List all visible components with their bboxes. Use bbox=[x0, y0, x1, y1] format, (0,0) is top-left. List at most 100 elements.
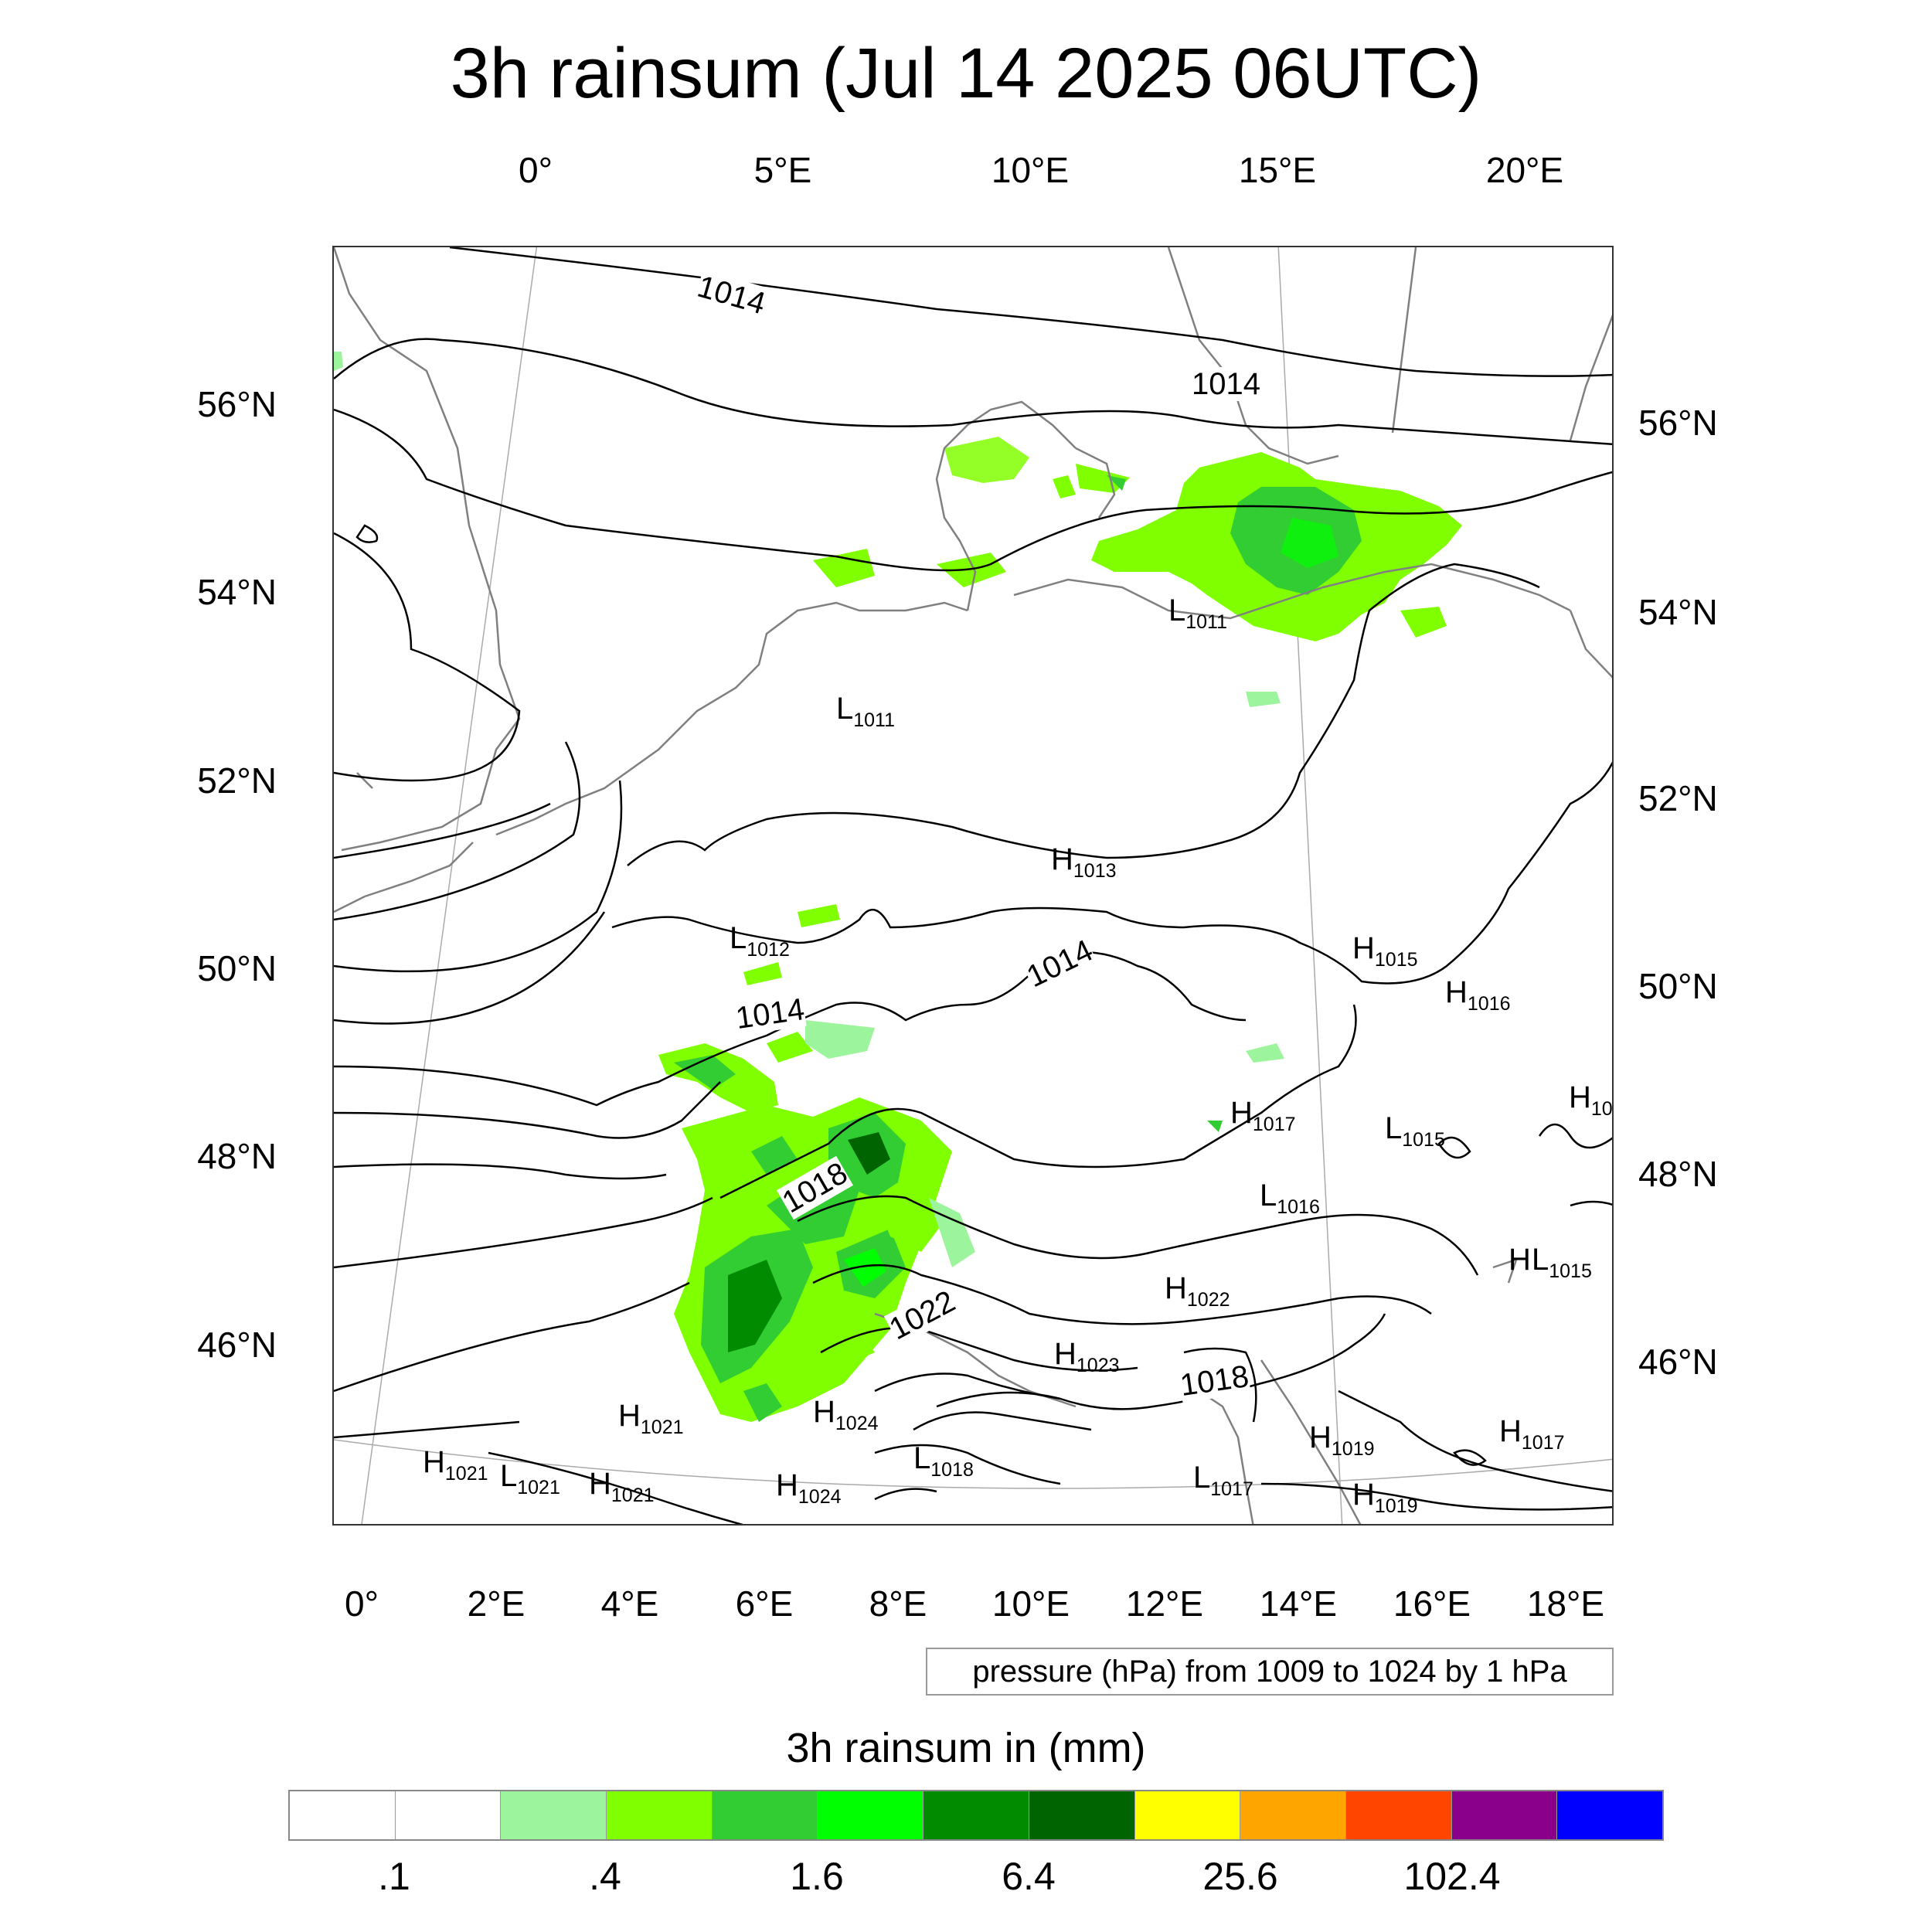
isobars bbox=[334, 247, 1612, 1524]
rain-denmark-east bbox=[1076, 464, 1130, 493]
coast-kattegat bbox=[1075, 447, 1116, 519]
colorbar-title: 3h rainsum in (mm) bbox=[786, 1725, 1146, 1771]
right-lat-label: 52°N bbox=[1638, 778, 1718, 818]
coast-adriatic-west bbox=[1199, 1389, 1254, 1524]
left-lat-label: 52°N bbox=[197, 760, 277, 801]
isobar-uk-loop bbox=[334, 532, 521, 782]
isobar-uk-islet bbox=[355, 524, 379, 543]
rain-poland-south bbox=[1246, 692, 1281, 707]
right-lat-label: 46°N bbox=[1638, 1342, 1718, 1382]
top-lon-label: 20°E bbox=[1485, 150, 1564, 190]
rain-fr-east-core bbox=[674, 1055, 736, 1090]
right-lat-label: 56°N bbox=[1638, 403, 1718, 443]
rain-lux bbox=[798, 904, 840, 927]
pressure-center: H1022 bbox=[1165, 1271, 1230, 1311]
isobar-1022 bbox=[874, 1372, 1061, 1400]
pressure-center: H1024 bbox=[776, 1468, 842, 1508]
pressure-center: H bbox=[1509, 1243, 1531, 1277]
isobar-1016-west bbox=[334, 1081, 721, 1139]
pressure-center: H1021 bbox=[618, 1399, 684, 1438]
pressure-center: H1013 bbox=[1051, 842, 1117, 882]
isobar-1019-west bbox=[334, 1281, 690, 1393]
isobar-west-1 bbox=[334, 802, 551, 859]
isobar-1021 bbox=[820, 1326, 1138, 1372]
bottom-lon-label: 14°E bbox=[1259, 1583, 1338, 1624]
rain-north-cell-2 bbox=[937, 553, 1006, 587]
rain-denmark bbox=[944, 437, 1029, 483]
left-lat-label: 56°N bbox=[197, 384, 277, 424]
bottom-lon-label: 10°E bbox=[992, 1583, 1070, 1624]
coast-adriatic-east bbox=[1260, 1359, 1362, 1524]
pressure-center: L1015 bbox=[1532, 1243, 1592, 1282]
isobar-1013 bbox=[627, 563, 1540, 866]
bottom-lon-label: 12°E bbox=[1125, 1583, 1204, 1624]
colorbar-box bbox=[1451, 1791, 1558, 1839]
isobar-west-2 bbox=[334, 741, 581, 921]
isobar-1023 bbox=[913, 1411, 1092, 1431]
top-lon-label: 5°E bbox=[753, 150, 812, 190]
pressure-legend-note: pressure (hPa) from 1009 to 1024 by 1 hP… bbox=[926, 1648, 1614, 1696]
rain-fr-cell bbox=[767, 1032, 813, 1063]
isobar-balkan bbox=[1338, 1389, 1612, 1492]
pressure-center: L1017 bbox=[1193, 1461, 1253, 1500]
rain-baltic-bright bbox=[1281, 518, 1338, 568]
coast-channel-north-sea bbox=[495, 601, 968, 836]
colorbar-box bbox=[1240, 1791, 1346, 1839]
isobar-1019 bbox=[812, 1264, 1432, 1325]
left-lat-label: 46°N bbox=[197, 1325, 277, 1365]
rain-jura-core bbox=[728, 1260, 782, 1352]
pressure-center: H1019 bbox=[1309, 1420, 1375, 1460]
pressure-center: H10 bbox=[1569, 1080, 1613, 1120]
pressure-center: H1021 bbox=[589, 1467, 655, 1506]
isobar-1018 bbox=[797, 1195, 1479, 1276]
rain-poland-cell bbox=[1400, 607, 1447, 638]
isobar-alps-3 bbox=[874, 1488, 937, 1501]
colorbar-box bbox=[1345, 1791, 1452, 1839]
graticule bbox=[334, 247, 1612, 1524]
right-lat-label: 50°N bbox=[1638, 966, 1718, 1006]
colorbar-label: .1 bbox=[378, 1855, 410, 1898]
coast-baltic-east bbox=[1569, 610, 1612, 679]
bottom-lon-label: 0° bbox=[345, 1583, 379, 1624]
isobar-small-loop bbox=[1453, 1449, 1487, 1466]
top-lon-label: 10°E bbox=[991, 150, 1070, 190]
bottom-lon-label: 4°E bbox=[600, 1583, 659, 1624]
isobar-1017-west bbox=[334, 1163, 667, 1180]
lake-balaton bbox=[1492, 1258, 1518, 1284]
map-canvas bbox=[334, 247, 1612, 1524]
colorbar-box bbox=[712, 1791, 818, 1839]
coast-sweden-west bbox=[1167, 247, 1339, 465]
left-lat-label: 48°N bbox=[197, 1136, 277, 1176]
pressure-center: H1017 bbox=[1499, 1414, 1565, 1454]
pressure-center: H1019 bbox=[1352, 1478, 1418, 1517]
rain-denmark-island bbox=[1053, 475, 1076, 498]
colorbar-box bbox=[607, 1791, 713, 1839]
colorbar-label: 6.4 bbox=[1002, 1855, 1056, 1898]
isobar-1015 bbox=[334, 951, 1247, 1107]
left-lat-label: 50°N bbox=[197, 948, 277, 988]
bottom-lon-label: 18°E bbox=[1526, 1583, 1605, 1624]
right-lat-label: 48°N bbox=[1638, 1154, 1718, 1194]
colorbar-label: 102.4 bbox=[1403, 1855, 1501, 1898]
isobar-south-west bbox=[334, 1420, 520, 1439]
parallel-45n bbox=[334, 1439, 1612, 1489]
rain-germany-sw bbox=[875, 1190, 944, 1252]
bottom-lon-label: 8°E bbox=[869, 1583, 927, 1624]
pressure-center: H1021 bbox=[423, 1445, 488, 1485]
colorbar-label: .4 bbox=[589, 1855, 621, 1898]
rain-north-cell bbox=[813, 549, 875, 587]
top-lon-label: 15°E bbox=[1238, 150, 1317, 190]
isobar-west-3 bbox=[334, 780, 623, 973]
isobar-north-2 bbox=[334, 338, 1612, 445]
pressure-center: H1024 bbox=[813, 1395, 879, 1434]
pressure-center: H1015 bbox=[1352, 931, 1418, 971]
map-panel[interactable]: 1014 1014 1014 1014 1018 1022 1018 L1011… bbox=[332, 246, 1614, 1526]
isobar-1014-north bbox=[449, 247, 1612, 377]
left-lat-label: 54°N bbox=[197, 572, 277, 612]
rain-czech bbox=[1246, 1043, 1284, 1063]
isobar-alps-1 bbox=[936, 1313, 1386, 1410]
rain-black-forest-core bbox=[848, 1132, 890, 1175]
bottom-lon-label: 2°E bbox=[467, 1583, 526, 1624]
rain-field bbox=[334, 352, 1462, 1422]
isobar-1018-west bbox=[334, 1196, 713, 1269]
